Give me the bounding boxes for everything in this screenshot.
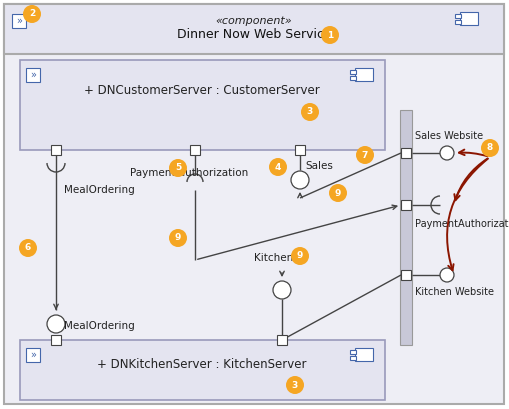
Text: 3: 3 (292, 380, 298, 389)
Text: »: » (30, 70, 36, 80)
Bar (350, 350, 356, 354)
Circle shape (23, 5, 41, 23)
Bar (26, 348, 40, 362)
Text: 7: 7 (362, 151, 368, 160)
Bar (355, 68, 373, 81)
Text: 1: 1 (327, 31, 333, 40)
Circle shape (19, 239, 37, 257)
Bar (455, 20, 461, 24)
Text: 9: 9 (297, 252, 303, 261)
Text: 3: 3 (307, 108, 313, 117)
Circle shape (169, 159, 187, 177)
Circle shape (47, 315, 65, 333)
Circle shape (273, 281, 291, 299)
Text: Kitchen: Kitchen (254, 253, 293, 263)
Bar (460, 12, 478, 25)
Text: 8: 8 (487, 144, 493, 153)
Text: Kitchen Website: Kitchen Website (415, 287, 494, 297)
Text: «component»: «component» (216, 16, 292, 26)
Circle shape (440, 146, 454, 160)
Bar (350, 70, 356, 74)
Bar (190, 145, 200, 155)
Text: 4: 4 (275, 162, 281, 171)
Text: »: » (16, 16, 22, 26)
Text: + DNCustomerServer : CustomerServer: + DNCustomerServer : CustomerServer (84, 83, 320, 97)
Text: MealOrdering: MealOrdering (64, 321, 135, 331)
Bar (12, 14, 26, 28)
Bar (355, 348, 373, 361)
Circle shape (269, 158, 287, 176)
Circle shape (301, 103, 319, 121)
Text: PaymentAuthorization: PaymentAuthorization (415, 219, 509, 229)
Text: Sales Website: Sales Website (415, 131, 483, 141)
Text: + DNKitchenServer : KitchenServer: + DNKitchenServer : KitchenServer (97, 359, 307, 371)
Text: 9: 9 (175, 234, 181, 243)
Text: 2: 2 (29, 9, 35, 18)
Bar (400, 110, 412, 345)
Bar (350, 356, 356, 360)
Bar (277, 335, 287, 345)
Bar (401, 148, 411, 158)
Text: 6: 6 (25, 243, 31, 252)
Text: 9: 9 (335, 189, 341, 198)
Circle shape (321, 26, 339, 44)
Bar (20, 340, 385, 400)
Bar (51, 145, 61, 155)
Bar (401, 270, 411, 280)
Bar (26, 68, 40, 82)
Text: Dinner Now Web Service: Dinner Now Web Service (177, 28, 331, 41)
Circle shape (291, 171, 309, 189)
Text: Sales: Sales (305, 161, 333, 171)
Circle shape (440, 268, 454, 282)
Bar (51, 335, 61, 345)
Circle shape (329, 184, 347, 202)
Text: MealOrdering: MealOrdering (64, 185, 135, 195)
Circle shape (169, 229, 187, 247)
Text: »: » (30, 350, 36, 360)
Bar (4, 4, 504, 54)
Bar (295, 145, 305, 155)
Bar (455, 14, 461, 18)
Bar (401, 200, 411, 210)
Bar (350, 76, 356, 80)
Circle shape (286, 376, 304, 394)
Circle shape (481, 139, 499, 157)
Bar (20, 60, 385, 150)
Text: 5: 5 (175, 164, 181, 173)
Circle shape (356, 146, 374, 164)
Circle shape (291, 247, 309, 265)
Text: Payment authorization: Payment authorization (130, 168, 248, 178)
